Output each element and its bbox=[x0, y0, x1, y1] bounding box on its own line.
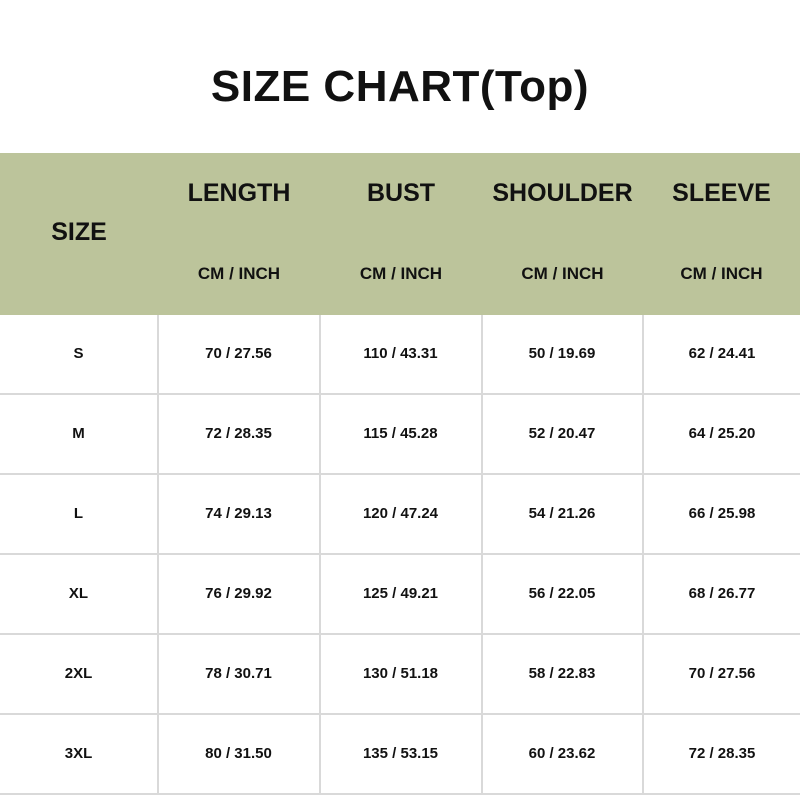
value-cell: 68 / 26.77 bbox=[688, 585, 756, 602]
value-cell: 110 / 43.31 bbox=[320, 315, 483, 393]
size-cell: M bbox=[0, 395, 159, 473]
value-cell: 115 / 45.28 bbox=[320, 395, 483, 473]
value-cell: 54 / 21.26 bbox=[482, 475, 644, 553]
value-cell: 58 / 22.83 bbox=[482, 635, 644, 713]
table-row: S 70 / 27.56 110 / 43.31 50 / 19.69 62 / 24.… bbox=[0, 315, 800, 395]
header-size-label: SIZE bbox=[51, 218, 107, 246]
column-unit: CM / INCH bbox=[521, 264, 604, 283]
table-row: L 74 / 29.13 120 / 47.24 54 / 21.26 66 / 25.… bbox=[0, 475, 800, 555]
value-cell: 56 / 22.05 bbox=[482, 555, 644, 633]
value-cell: 80 / 31.50 bbox=[158, 715, 321, 793]
size-cell: 3XL bbox=[0, 715, 159, 793]
header-size: SIZE bbox=[0, 153, 158, 315]
value-cell: 64 / 25.20 bbox=[688, 425, 756, 442]
column-unit: CM / INCH bbox=[680, 264, 763, 283]
value-cell: 70 / 27.56 bbox=[158, 315, 321, 393]
page-title: SIZE CHART(Top) bbox=[210, 62, 590, 111]
column-name: SLEEVE bbox=[672, 179, 771, 207]
table-row: 2XL 78 / 30.71 130 / 51.18 58 / 22.83 70 / 2… bbox=[0, 635, 800, 715]
value-cell: 72 / 28.35 bbox=[688, 745, 756, 762]
column-unit: CM / INCH bbox=[359, 264, 443, 283]
value-cell: 76 / 29.92 bbox=[158, 555, 321, 633]
value-cell: 78 / 30.71 bbox=[158, 635, 321, 713]
value-cell: 70 / 27.56 bbox=[688, 665, 756, 682]
column-unit: CM / INCH bbox=[197, 264, 281, 283]
value-cell: 66 / 25.98 bbox=[688, 505, 756, 522]
value-cell: 135 / 53.15 bbox=[320, 715, 483, 793]
table-header: SIZE LENGTH CM / INCH BUST CM / INCH SHOULDE… bbox=[0, 153, 800, 315]
size-cell: L bbox=[0, 475, 159, 553]
value-cell: 50 / 19.69 bbox=[482, 315, 644, 393]
value-cell: 130 / 51.18 bbox=[320, 635, 483, 713]
size-cell: XL bbox=[0, 555, 159, 633]
table-row: XL 76 / 29.92 125 / 49.21 56 / 22.05 68 / 26… bbox=[0, 555, 800, 635]
header-sleeve: SLEEVE CM / INCH bbox=[643, 153, 800, 315]
table-row: M 72 / 28.35 115 / 45.28 52 / 20.47 64 / 25.… bbox=[0, 395, 800, 475]
value-cell: 72 / 28.35 bbox=[158, 395, 321, 473]
value-cell: 52 / 20.47 bbox=[482, 395, 644, 473]
header-bust: BUST CM / INCH bbox=[320, 153, 482, 315]
size-cell: 2XL bbox=[0, 635, 159, 713]
value-cell: 74 / 29.13 bbox=[158, 475, 321, 553]
table-row: 3XL 80 / 31.50 135 / 53.15 60 / 23.62 72 / 2… bbox=[0, 715, 800, 795]
value-cell: 62 / 24.41 bbox=[688, 345, 756, 362]
size-cell: S bbox=[0, 315, 159, 393]
value-cell: 120 / 47.24 bbox=[320, 475, 483, 553]
column-name: SHOULDER bbox=[492, 179, 633, 207]
value-cell: 60 / 23.62 bbox=[482, 715, 644, 793]
header-shoulder: SHOULDER CM / INCH bbox=[482, 153, 643, 315]
value-cell: 125 / 49.21 bbox=[320, 555, 483, 633]
column-name: BUST bbox=[366, 179, 436, 207]
column-name: LENGTH bbox=[187, 179, 291, 207]
header-length: LENGTH CM / INCH bbox=[158, 153, 320, 315]
